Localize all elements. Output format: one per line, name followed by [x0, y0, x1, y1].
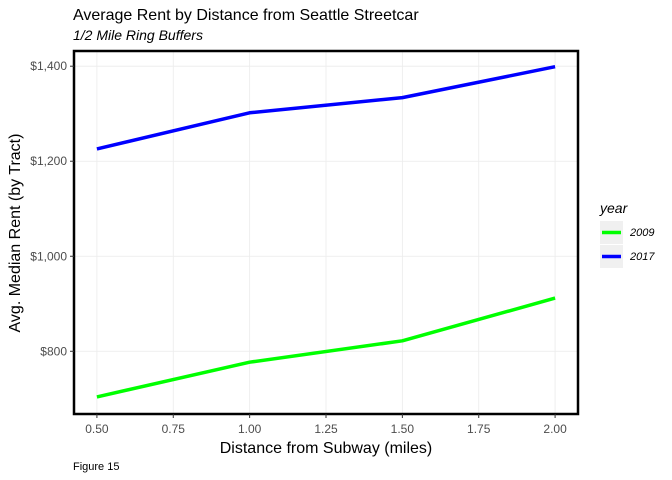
x-tick-label: 1.00 [238, 422, 262, 436]
y-axis-title: Avg. Median Rent (by Tract) [7, 134, 24, 333]
x-tick-label: 1.25 [314, 422, 338, 436]
legend-label-2017: 2017 [629, 251, 655, 263]
legend-label-2009: 2009 [629, 227, 654, 239]
y-tick-label: $1,000 [30, 249, 67, 263]
x-axis-title: Distance from Subway (miles) [220, 440, 433, 457]
y-tick-label: $1,400 [30, 59, 67, 73]
chart-subtitle: 1/2 Mile Ring Buffers [73, 27, 203, 43]
series-line-2009 [96, 296, 556, 399]
x-tick-label: 2.00 [543, 422, 567, 436]
x-tick-label: 0.75 [162, 422, 186, 436]
x-axis-ticks: 0.50 0.75 1.00 1.25 1.50 1.75 2.00 [85, 414, 567, 436]
x-tick-label: 0.50 [85, 422, 109, 436]
y-axis-ticks: $800 $1,000 $1,200 $1,400 [30, 59, 74, 358]
y-tick-label: $800 [40, 344, 67, 358]
series-lines [96, 64, 556, 399]
legend: 2009 2017 [600, 221, 655, 268]
legend-title: year [599, 200, 629, 216]
series-line-2017 [96, 64, 556, 151]
y-tick-label: $1,200 [30, 154, 67, 168]
chart-title: Average Rent by Distance from Seattle St… [73, 7, 419, 24]
x-tick-label: 1.75 [467, 422, 491, 436]
x-tick-label: 1.50 [391, 422, 415, 436]
figure-caption: Figure 15 [73, 461, 119, 473]
